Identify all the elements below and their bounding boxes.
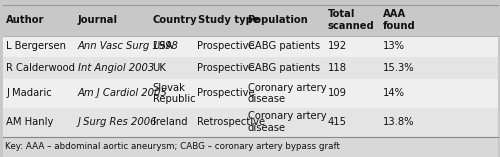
Text: Ireland: Ireland [152,117,187,127]
Text: Int Angiol 2003: Int Angiol 2003 [78,63,154,73]
Text: 13.8%: 13.8% [382,117,414,127]
Text: Prospective: Prospective [198,88,255,98]
Text: Prospective: Prospective [198,63,255,73]
Text: Journal: Journal [78,15,118,25]
Text: Population: Population [248,15,308,25]
Bar [2,36,498,57]
Text: Coronary artery
disease: Coronary artery disease [248,83,326,104]
Text: J Surg Res 2006: J Surg Res 2006 [78,117,157,127]
Text: Study type: Study type [198,15,259,25]
Text: AM Hanly: AM Hanly [6,117,54,127]
Bar [2,137,498,157]
Text: 109: 109 [328,88,346,98]
Text: USA: USA [152,41,173,51]
Text: Ann Vasc Surg 1998: Ann Vasc Surg 1998 [78,41,178,51]
Text: Retrospective: Retrospective [198,117,266,127]
Bar [2,108,498,137]
Text: R Calderwood: R Calderwood [6,63,75,73]
Text: Am J Cardiol 2005: Am J Cardiol 2005 [78,88,167,98]
Text: Country: Country [152,15,197,25]
Text: J Madaric: J Madaric [6,88,52,98]
Bar [2,79,498,108]
Text: 118: 118 [328,63,346,73]
Bar [2,57,498,79]
Text: 192: 192 [328,41,346,51]
Text: Author: Author [6,15,44,25]
Text: Key: AAA – abdominal aortic aneurysm; CABG – coronary artery bypass graft: Key: AAA – abdominal aortic aneurysm; CA… [5,142,340,151]
Text: Prospective: Prospective [198,41,255,51]
Bar [2,5,498,36]
Text: Coronary artery
disease: Coronary artery disease [248,111,326,133]
Text: 15.3%: 15.3% [382,63,414,73]
Text: UK: UK [152,63,166,73]
Text: Total
scanned: Total scanned [328,9,374,31]
Text: L Bergersen: L Bergersen [6,41,66,51]
Text: 14%: 14% [382,88,404,98]
Text: 415: 415 [328,117,346,127]
Text: CABG patients: CABG patients [248,63,320,73]
Text: CABG patients: CABG patients [248,41,320,51]
Text: AAA
found: AAA found [382,9,415,31]
Text: Slovak
Republic: Slovak Republic [152,83,195,104]
Text: 13%: 13% [382,41,404,51]
